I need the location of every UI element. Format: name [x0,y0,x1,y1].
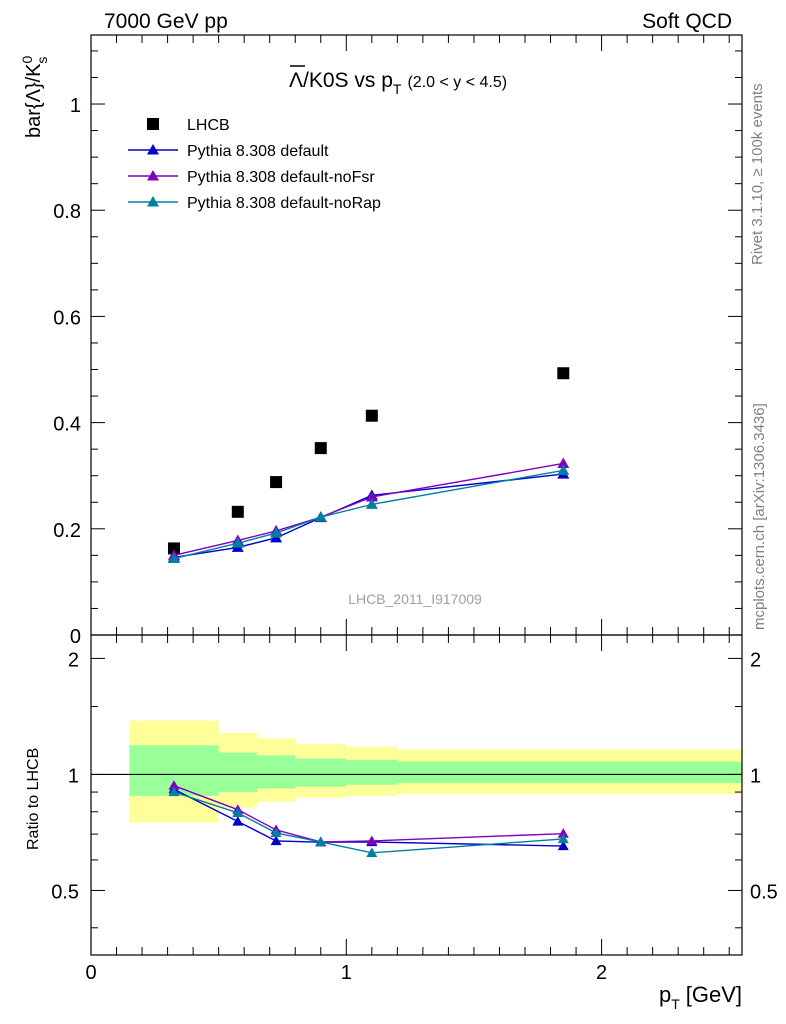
plot-title-cut: (2.0 < y < 4.5) [407,74,507,91]
ratio-inner-band [295,758,347,787]
ratio-inner-band [346,759,398,785]
legend-label: Pythia 8.308 default [187,143,329,160]
lhcb-point [231,505,244,518]
x-tick-label: 0 [85,962,96,984]
legend-entry-3: Pythia 8.308 default-noRap [128,195,381,212]
main-ylabel: bar{Λ}/K0s [19,55,50,138]
ratio-panel: 0.5 0.5 1 1 2 2 0 1 2 [51,635,778,984]
legend-marker [147,196,159,207]
ratio-point-0 [557,840,569,851]
ratio-point-0 [270,835,282,846]
main-y-tick-label: 0.2 [53,520,81,542]
x-axis-label-sub: T [671,996,680,1012]
ratio-point-2 [270,827,282,838]
main-ylabel-sup: 0 [19,55,35,63]
mc-line-2 [173,462,564,557]
mc-line-3 [173,469,564,560]
plot-title-main: Λ/K0S vs p [289,69,393,92]
ratio-inner-band [397,761,742,784]
lhcb-point [270,476,283,489]
series-0 [167,367,570,555]
legend-marker [147,144,159,155]
x-axis-label-main: p [659,982,671,1007]
mc-point-3 [231,537,244,548]
lhcb-point [167,542,180,555]
ratio-point-2 [232,807,244,817]
ratio-y-tick-label: 1 [68,765,79,787]
ratio-point-1 [168,780,180,790]
legend-marker [147,118,159,130]
legend-entry-1: Pythia 8.308 default [128,143,329,160]
ratio-series-2 [168,786,569,857]
ratio-point-2 [315,836,327,847]
lhcb-point [314,442,327,455]
mc-point-3 [270,527,283,538]
plot-title-sub: T [393,81,402,97]
ratio-point-0 [232,815,244,826]
x-tick-label: 1 [341,962,352,984]
ratio-point-2 [557,833,569,844]
lhcb-point [365,409,378,422]
ratio-inner-band [218,752,257,793]
series-1 [167,468,570,562]
main-panel: 0 0.2 0.4 0.6 0.8 1 [53,35,742,648]
main-y-tick-label: 0.6 [53,307,81,329]
ratio-y-tick-label: 2 [68,649,79,671]
ratio-line-0 [173,788,564,847]
mc-point-3 [557,464,570,475]
x-axis-label: pT [GeV] [659,982,742,1012]
ratio-point-2 [366,847,378,857]
x-tick-label: 2 [596,962,607,984]
main-y-tick-label: 1 [70,95,81,117]
ratio-y-tick-label-right: 0.5 [750,881,778,903]
series-3 [167,464,570,564]
rivet-label: Rivet 3.1.10, ≥ 100k events [749,83,766,265]
ratio-point-1 [366,835,378,846]
plot-title: Λ/K0S vs pT (2.0 < y < 4.5) [289,69,507,97]
ratio-ylabel: Ratio to LHCB [25,748,42,850]
ratio-y-tick-label: 0.5 [51,881,79,903]
mc-point-2 [365,490,378,502]
main-y-tick-label: 0.8 [53,201,81,223]
mcplots-label: mcplots.cern.ch [arXiv:1306.3436] [751,403,768,630]
main-y-tick-label: 0 [70,626,81,648]
x-axis-label-unit: [GeV] [686,982,742,1007]
mc-point-3 [365,498,378,509]
lhcb-point [557,367,570,380]
ratio-point-1 [557,828,569,838]
ratio-line-1 [173,785,564,843]
main-ylabel-sub: s [34,57,50,64]
legend-entry-0: LHCB [147,117,230,134]
legend-label: Pythia 8.308 default-noRap [187,195,381,212]
main-y-tick-label: 0.4 [53,414,81,436]
process-label: Soft QCD [642,10,732,33]
ratio-frame [90,634,743,956]
legend-entry-2: Pythia 8.308 default-noFsr [128,169,375,186]
mc-point-2 [557,457,570,468]
legend-label: LHCB [187,117,230,134]
ratio-line-2 [173,791,564,854]
legend: LHCB Pythia 8.308 default Pythia 8.308 def… [128,117,381,212]
energy-label: 7000 GeV pp [104,10,228,33]
main-ylabel-text: bar{Λ}/K [23,63,45,138]
mc-point-3 [314,511,327,522]
legend-marker [147,170,159,181]
analysis-label: LHCB_2011_I917009 [348,591,482,607]
legend-label: Pythia 8.308 default-noFsr [187,169,375,186]
ratio-y-tick-label-right: 1 [750,765,761,787]
ratio-inner-band [256,755,296,789]
ratio-point-2 [168,786,180,797]
ratio-y-tick-label-right: 2 [750,649,761,671]
mc-point-3 [167,552,180,564]
